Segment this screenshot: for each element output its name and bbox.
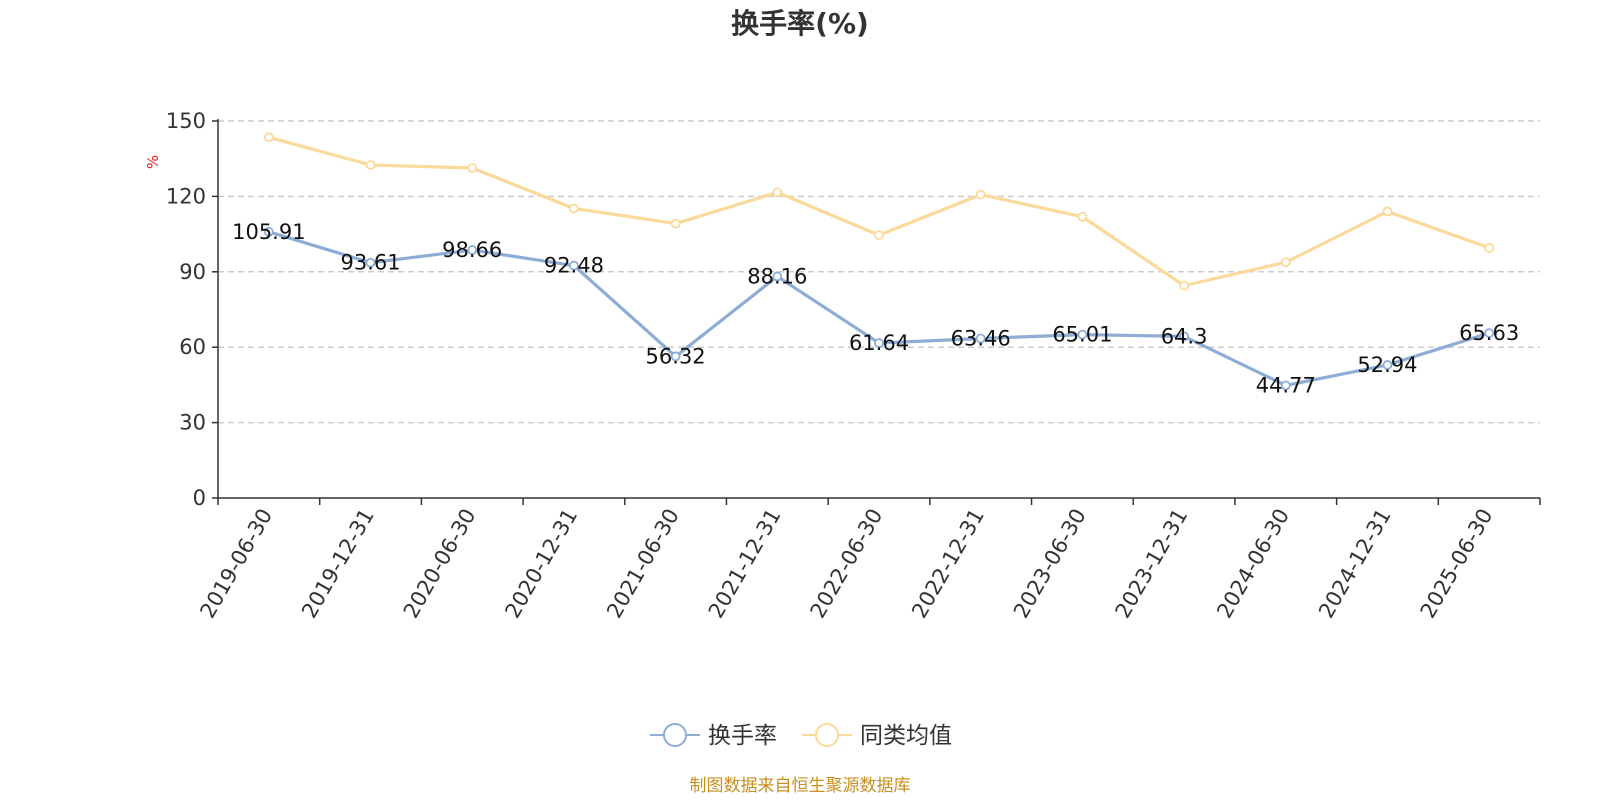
data-labels: 105.91 93.61 98.66 92.48 56.32 88.16 61.64 63.4…	[232, 220, 1519, 398]
x-tick-label-2019-12-31: 2019-12-31	[297, 505, 379, 623]
legend-swatch-marker-0	[663, 723, 687, 747]
series-0-point-9	[1179, 331, 1189, 342]
series-0-label-6: 61.64	[849, 331, 909, 355]
series-0-label-11: 52.94	[1357, 353, 1417, 377]
legend-label-1: 同类均值	[860, 723, 952, 749]
x-tick-label-2023-06-30: 2023-06-30	[1009, 505, 1091, 623]
x-tick-label-2021-12-31: 2021-12-31	[704, 505, 786, 623]
series-1-point-1	[365, 160, 376, 170]
source-note: 制图数据来自恒生聚源数据库	[690, 776, 911, 796]
series-1-point-7	[975, 189, 986, 200]
series-0-label-2: 98.66	[442, 238, 502, 262]
series-0-point-8	[1077, 329, 1088, 340]
x-axis-ticks: 2019-06-30 2019-12-31 2020-06-30 2020-12-31…	[195, 498, 1541, 623]
series-1-point-0	[263, 132, 274, 143]
y-tick-label-60: 60	[179, 335, 206, 359]
x-tick-label-2019-06-30: 2019-06-30	[195, 505, 277, 623]
series-1-point-8	[1077, 211, 1088, 222]
series-1-point-12	[1484, 243, 1495, 253]
x-tick-label-2021-06-30: 2021-06-30	[602, 505, 684, 623]
series-0-label-4: 56.32	[646, 344, 706, 368]
series-0-point-12	[1484, 328, 1495, 338]
x-tick-label-2023-12-31: 2023-12-31	[1111, 505, 1193, 623]
x-tick-label-2024-12-31: 2024-12-31	[1314, 505, 1396, 623]
series-0-point-10	[1280, 380, 1291, 391]
series-0-point-7	[975, 333, 986, 344]
x-tick-label-2022-12-31: 2022-12-31	[907, 505, 989, 623]
series-0-point-2	[467, 245, 478, 255]
series-0-point-3	[569, 260, 579, 271]
y-axis-unit-label: %	[144, 155, 162, 169]
series-1-point-9	[1179, 280, 1189, 291]
legend-label-0: 换手率	[708, 723, 777, 749]
series-0-label-5: 88.16	[747, 264, 807, 288]
series-1-point-4	[670, 218, 681, 229]
series-lines	[263, 132, 1495, 391]
y-tick-label-120: 120	[166, 184, 206, 208]
series-0-label-10: 44.77	[1256, 373, 1316, 397]
series-0-point-1	[365, 257, 376, 268]
series-1-point-6	[874, 230, 884, 241]
x-tick-label-2020-06-30: 2020-06-30	[399, 505, 481, 623]
series-0-point-11	[1382, 360, 1393, 370]
series-0-label-9: 64.3	[1161, 324, 1208, 348]
series-0-label-3: 92.48	[544, 254, 604, 278]
series-1-point-2	[467, 163, 478, 173]
series-0-point-0	[263, 226, 274, 237]
series-0-point-5	[772, 271, 783, 282]
y-tick-label-150: 150	[166, 109, 206, 133]
y-axis-ticks: 0 30 60 90 120 150	[166, 109, 218, 510]
y-tick-label-30: 30	[179, 411, 206, 435]
series-0-label-7: 63.46	[951, 327, 1011, 351]
y-tick-label-90: 90	[179, 260, 206, 284]
x-tick-label-2022-06-30: 2022-06-30	[806, 505, 888, 623]
series-1-point-10	[1280, 257, 1291, 268]
series-1-point-5	[772, 187, 783, 198]
legend-item-1[interactable]: 同类均值	[802, 723, 952, 749]
x-tick-label-2020-12-31: 2020-12-31	[500, 505, 582, 623]
series-1-point-11	[1382, 206, 1393, 217]
series-0-point-4	[670, 351, 681, 362]
chart-title: 换手率(%)	[731, 7, 869, 40]
series-line-1	[268, 135, 1490, 288]
series-0-label-1: 93.61	[340, 251, 400, 275]
series-0-label-8: 65.01	[1052, 323, 1112, 347]
grid-lines	[218, 120, 1540, 424]
axes	[217, 119, 1540, 499]
x-tick-label-2025-06-30: 2025-06-30	[1416, 505, 1498, 623]
legend-swatch-marker-1	[815, 723, 839, 747]
series-0-label-12: 65.63	[1459, 321, 1519, 345]
legend[interactable]: 换手率 同类均值	[650, 723, 952, 749]
series-1-point-3	[569, 203, 579, 214]
x-tick-label-2024-06-30: 2024-06-30	[1212, 505, 1294, 623]
series-0-point-6	[874, 338, 884, 348]
y-tick-label-0: 0	[193, 486, 206, 510]
legend-item-0[interactable]: 换手率	[650, 723, 777, 749]
series-0-label-0: 105.91	[232, 220, 305, 244]
